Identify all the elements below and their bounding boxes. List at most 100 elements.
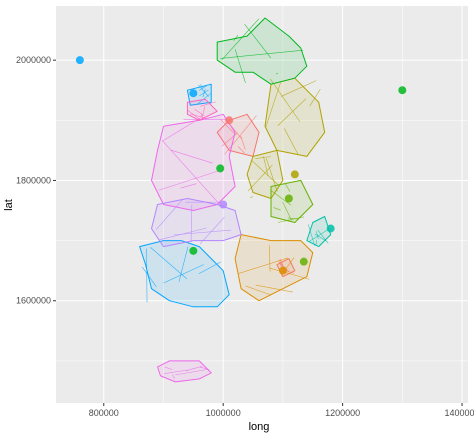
dense-spot-4	[299, 257, 308, 266]
region-11	[157, 360, 212, 383]
region-5-border	[271, 190, 292, 206]
region-8-border	[276, 72, 278, 75]
dense-spot-0	[189, 89, 198, 98]
region-7-border	[198, 84, 209, 97]
dense-spot-7	[290, 170, 299, 179]
x-tick-label: 1200000	[325, 408, 360, 418]
region-9-border	[317, 229, 329, 244]
region-11-border	[164, 366, 173, 370]
map-regions	[75, 17, 407, 383]
x-tick-label: 1000000	[206, 408, 241, 418]
region-0-border	[240, 135, 246, 150]
dense-spot-2	[216, 164, 225, 173]
region-2-border	[245, 285, 271, 296]
region-3-border	[309, 88, 321, 107]
region-13-border	[189, 113, 206, 119]
y-tick-label: 2000000	[16, 55, 51, 65]
region-9-border	[316, 231, 319, 240]
region-3-border	[270, 78, 301, 123]
region-8-border	[221, 18, 260, 60]
region-3	[264, 77, 326, 157]
region-11-border	[185, 366, 202, 372]
region-2-border	[269, 267, 310, 280]
region-10-border	[180, 183, 197, 189]
dense-spot-5	[326, 224, 335, 233]
x-axis-title: long	[249, 421, 270, 433]
dense-spot-1	[189, 246, 198, 255]
plot-panel	[56, 6, 468, 403]
region-8-border	[244, 23, 272, 59]
region-4-border	[249, 196, 254, 198]
region-7-border	[197, 93, 211, 104]
region-10-border	[158, 170, 219, 191]
dense-spot-3	[284, 194, 293, 203]
x-axis-ticks: 800000 1000000 1200000 1400000	[89, 403, 474, 418]
region-6-border	[146, 248, 148, 303]
y-tick-label: 1800000	[16, 175, 51, 185]
region-12-border	[155, 199, 183, 230]
region-4-border	[263, 156, 269, 176]
y-axis-title: lat	[3, 199, 15, 211]
region-2	[234, 234, 314, 302]
region-8	[216, 17, 308, 85]
region-6-border	[178, 246, 189, 282]
region-3-border	[284, 128, 299, 155]
y-tick-label: 1600000	[16, 296, 51, 306]
dense-spot-9	[225, 116, 234, 125]
x-tick-label: 800000	[89, 408, 119, 418]
region-3-border	[277, 98, 307, 126]
region-5-border	[282, 201, 292, 221]
region-0-border	[220, 119, 236, 136]
region-7-border	[199, 89, 209, 97]
region-7-border	[200, 84, 203, 88]
region-13-border	[201, 106, 206, 119]
grid-major	[56, 6, 468, 403]
region-6-border	[163, 264, 204, 284]
region-5-border	[287, 217, 298, 220]
region-6-border	[198, 261, 221, 275]
region-10-border	[162, 117, 201, 142]
y-axis-ticks: 1600000 1800000 2000000	[16, 55, 56, 306]
region-3-border	[265, 81, 282, 129]
region-6-border	[141, 266, 157, 287]
region-0-border	[221, 132, 238, 147]
region-4-border	[255, 156, 271, 159]
region-12-border	[199, 216, 225, 245]
region-10	[151, 113, 236, 211]
region-8-border	[220, 49, 304, 59]
region-6-border	[150, 247, 188, 280]
region-5-border	[277, 216, 305, 223]
region-9-border	[308, 229, 329, 242]
dense-spot-8	[219, 200, 228, 209]
region-3-border	[281, 80, 317, 97]
region-8-border	[234, 49, 246, 83]
region-2-border	[268, 245, 271, 272]
region-9-border	[314, 233, 327, 242]
region-5	[270, 179, 314, 223]
region-2-border	[238, 257, 289, 274]
dense-spot-11	[75, 56, 84, 65]
x-tick-label: 1400000	[445, 408, 474, 418]
region-11-border	[199, 366, 208, 370]
dense-spot-6	[278, 266, 287, 275]
region-12-border	[173, 229, 232, 236]
region-10-border	[161, 140, 223, 208]
region-8-border	[233, 35, 239, 41]
region-0-border	[237, 146, 245, 154]
dense-spot-10	[398, 86, 407, 95]
region-4-border	[251, 160, 280, 186]
region-2-border	[255, 284, 293, 293]
region-4-border	[247, 164, 273, 192]
region-11-border	[172, 374, 176, 379]
region-12-border	[190, 205, 193, 243]
region-5-border	[273, 207, 281, 211]
region-7-border	[199, 85, 207, 91]
region-10-border	[170, 149, 213, 164]
region-11-border	[164, 369, 188, 375]
region-9-border	[307, 224, 315, 246]
grid-minor	[56, 6, 468, 403]
region-0-border	[224, 115, 257, 155]
region-11-border	[175, 368, 210, 376]
region-13-border	[200, 101, 217, 107]
